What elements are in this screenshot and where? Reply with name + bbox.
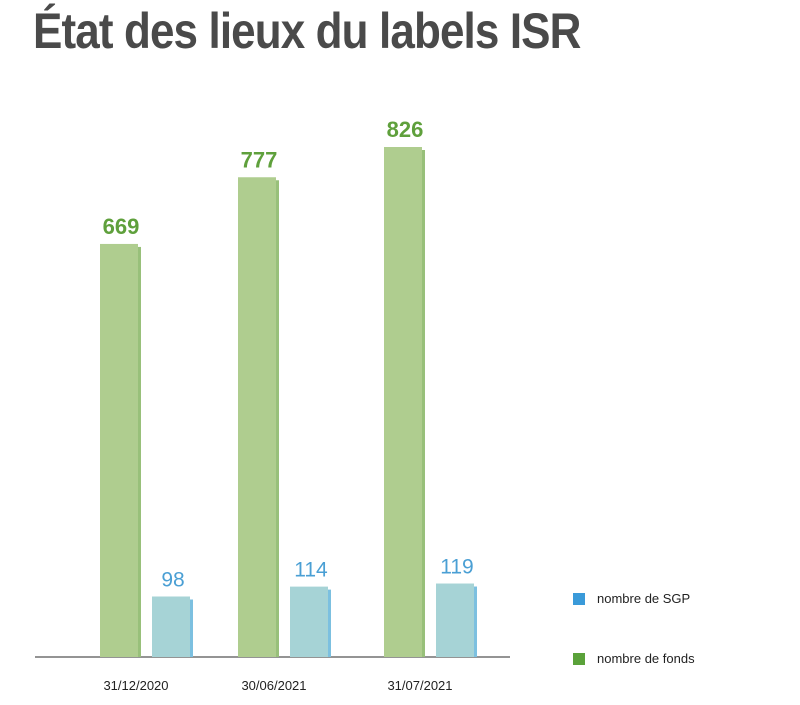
data-label-sgp-30-06-2021: 114	[294, 559, 328, 582]
bar-fonds-31-07-2021	[384, 147, 422, 657]
data-label-fonds-31-12-2020: 669	[103, 214, 140, 239]
data-label-fonds-31-07-2021: 826	[387, 117, 424, 142]
bar-sgp-31-07-2021	[436, 583, 474, 657]
bar-sgp-30-06-2021	[290, 586, 328, 657]
bar-fonds-31-12-2020	[100, 243, 138, 657]
bar-sgp-31-12-2020	[152, 596, 190, 657]
x-tick-label-31-12-2020: 31/12/2020	[103, 678, 168, 693]
page-title: État des lieux du labels ISR	[33, 3, 581, 59]
bar-fonds-30-06-2021	[238, 177, 276, 657]
legend-item-fonds: nombre de fonds	[573, 651, 695, 666]
legend-label-fonds: nombre de fonds	[597, 651, 695, 666]
x-tick-label-30-06-2021: 30/06/2021	[241, 678, 306, 693]
legend-label-sgp: nombre de SGP	[597, 591, 691, 606]
legend-item-sgp: nombre de SGP	[573, 591, 690, 606]
data-label-fonds-30-06-2021: 777	[241, 147, 278, 172]
data-label-sgp-31-07-2021: 119	[440, 556, 473, 579]
x-tick-label-31-07-2021: 31/07/2021	[387, 678, 452, 693]
legend-swatch-sgp	[573, 592, 585, 605]
legend-swatch-fonds	[573, 652, 585, 665]
data-label-sgp-31-12-2020: 98	[161, 568, 184, 591]
